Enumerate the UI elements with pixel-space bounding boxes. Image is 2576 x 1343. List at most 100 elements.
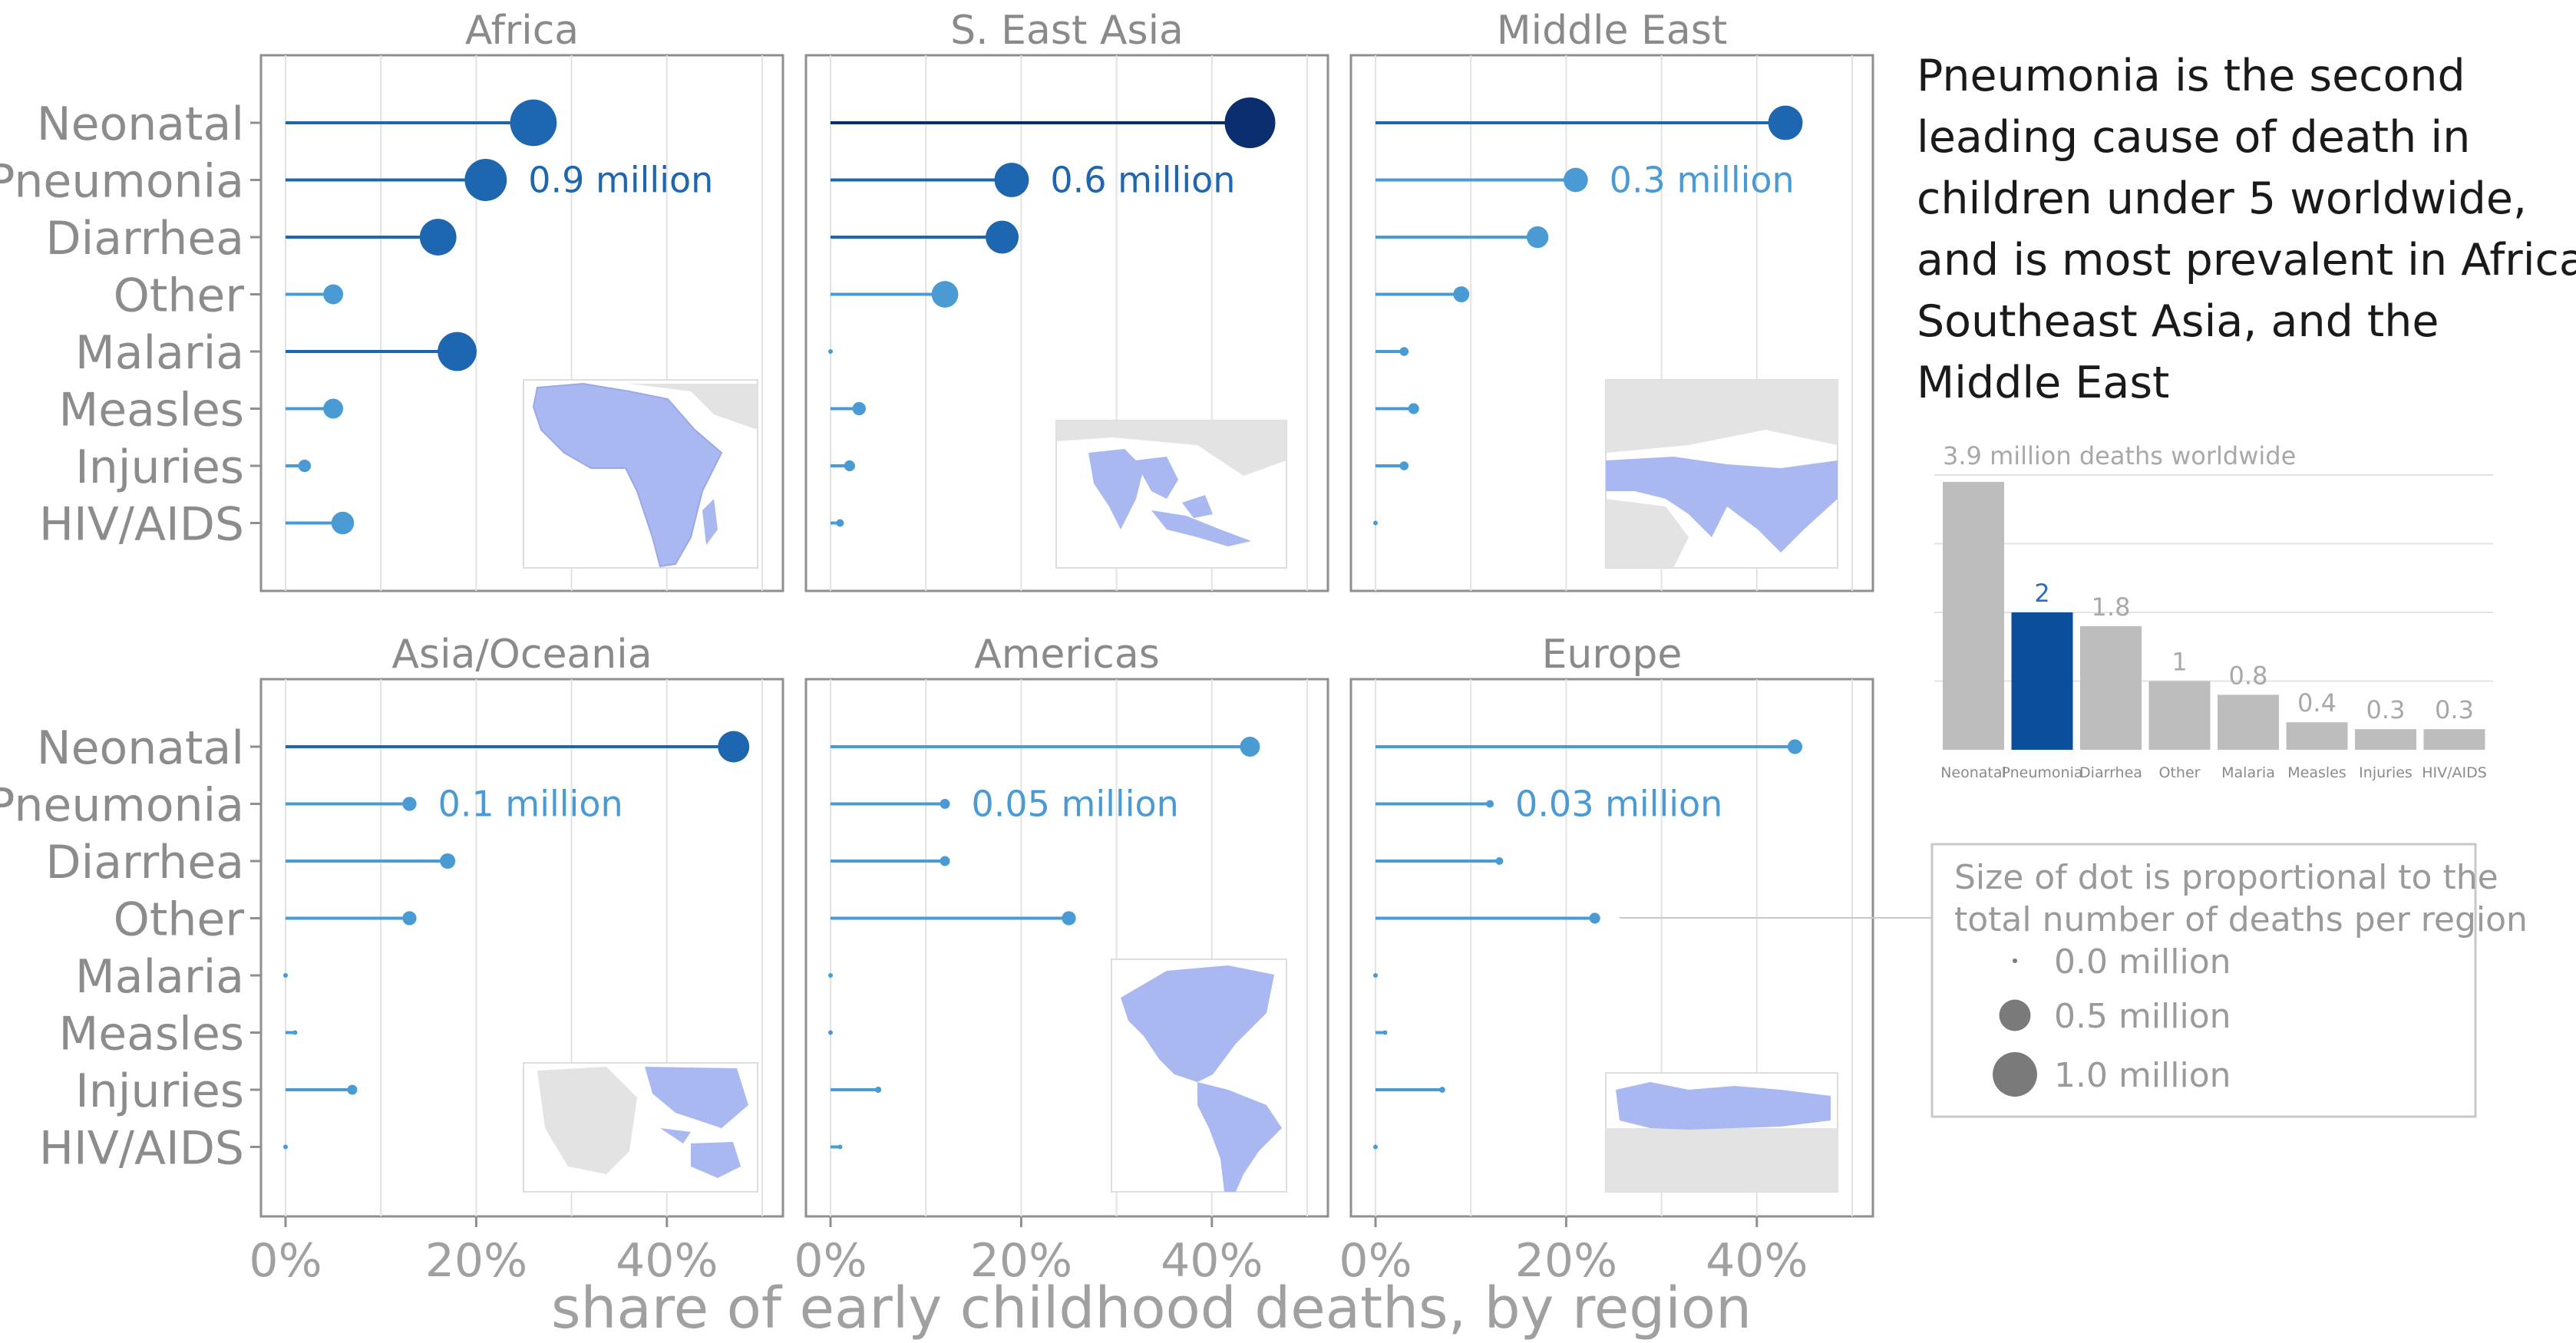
pneumonia-value-label: 0.1 million (438, 784, 623, 825)
map-americas-icon (1111, 959, 1287, 1193)
dot-size-legend: Size of dot is proportional to thetotal … (1620, 843, 2528, 1118)
bar-value-label: 0.3 (2435, 695, 2474, 724)
lollipop-dot (1408, 403, 1419, 414)
category-label: Measles (58, 384, 244, 437)
lollipop-dot (828, 349, 833, 354)
worldwide-bar-chart: 3.9 million deaths worldwide Neonatal 2 Pne… (1934, 441, 2493, 781)
bar-value-label: 1 (2171, 647, 2187, 676)
legend-dot (1993, 1052, 2037, 1097)
panel-title: Americas (974, 632, 1160, 678)
lollipop-dot (283, 973, 288, 978)
bar (2148, 681, 2211, 750)
category-label: Neonatal (37, 97, 244, 151)
bar-category-label: Injuries (2359, 764, 2413, 781)
x-tick-label: 40% (616, 1234, 718, 1288)
lollipop-dot (1495, 856, 1504, 866)
x-tick-label: 40% (1706, 1234, 1808, 1288)
x-tick-label: 40% (1161, 1234, 1263, 1288)
headline-line: children under 5 worldwide, (1917, 173, 2527, 224)
bar (2286, 722, 2348, 750)
lollipop-dot (875, 1086, 882, 1094)
pneumonia-value-label: 0.9 million (528, 160, 713, 201)
bar-category-label: Neonatal (1940, 764, 2006, 781)
bar-category-label: Measles (2287, 764, 2346, 781)
x-tick-label: 0% (1339, 1234, 1412, 1288)
panel-title: Europe (1542, 632, 1683, 678)
lollipop-dot (1240, 737, 1260, 757)
lollipop-dot (836, 519, 844, 527)
pneumonia-value-label: 0.3 million (1610, 160, 1795, 201)
lollipop-dot (931, 281, 959, 308)
lollipop-dot (298, 459, 312, 473)
bar-value-label: 1.8 (2092, 592, 2131, 622)
category-label: Diarrhea (45, 836, 244, 889)
lollipop-dot (323, 398, 344, 419)
category-label: Other (114, 269, 245, 323)
map-africa-icon (523, 379, 758, 569)
lollipop-dot (510, 99, 557, 147)
region-maps (523, 379, 1838, 1193)
legend-dot (1999, 999, 2031, 1031)
panel-title: Middle East (1497, 8, 1728, 54)
category-label: Injuries (75, 441, 244, 494)
lollipop-dot (1224, 97, 1276, 148)
lollipop-dot (419, 219, 457, 256)
lollipop-dot (852, 401, 866, 416)
category-label: Injuries (75, 1064, 244, 1118)
bar (2423, 729, 2485, 750)
bar-value-label: 0.4 (2297, 688, 2337, 718)
category-label: Malaria (75, 950, 244, 1004)
lollipop-dot (1382, 1030, 1388, 1035)
lollipop-dot (1486, 800, 1494, 808)
bar (2080, 625, 2142, 750)
lollipop-dot (718, 731, 750, 763)
x-tick-label: 0% (249, 1234, 322, 1288)
legend-dot (2013, 959, 2017, 963)
panel-americas: Americas 0.05 million 0% 20% 40% (794, 632, 1329, 1288)
lollipop-dot (402, 911, 417, 926)
bar-category-label: Diarrhea (2079, 764, 2142, 781)
panel-title: Asia/Oceania (391, 632, 652, 678)
lollipop-dot (1373, 973, 1378, 978)
lollipop-dot (1373, 1144, 1378, 1150)
bar (2218, 695, 2279, 750)
category-label: HIV/AIDS (39, 1122, 244, 1176)
legend-label: 1.0 million (2054, 1056, 2231, 1095)
lollipop-dot (1563, 167, 1588, 193)
legend-title-line: total number of deaths per region (1954, 900, 2528, 939)
category-label: Other (114, 893, 245, 947)
x-axis-title: share of early childhood deaths, by regi… (551, 1275, 1752, 1341)
category-label: HIV/AIDS (39, 498, 244, 552)
headline-line: and is most prevalent in Africa, (1917, 235, 2576, 285)
bar (2011, 612, 2073, 750)
map-asia-oceania-icon (523, 1062, 758, 1193)
lollipop-dot (347, 1084, 358, 1095)
lollipop-dot (283, 1144, 288, 1150)
panel-africa: Africa 0.9 million NeonatalPneumoniaDiarrh… (0, 8, 784, 592)
bar-category-label: Pneumonia (2002, 764, 2083, 781)
bar-value-label: 0.8 (2229, 661, 2268, 690)
lollipop-dot (986, 220, 1019, 254)
lollipop-dot (1399, 461, 1409, 470)
x-tick-label: 20% (970, 1234, 1072, 1288)
bar-category-label: HIV/AIDS (2422, 764, 2487, 781)
bar-chart-title: 3.9 million deaths worldwide (1943, 441, 2296, 470)
legend-label: 0.5 million (2054, 997, 2231, 1036)
lollipop-dot (837, 1144, 843, 1150)
lollipop-dot (994, 163, 1029, 197)
pneumonia-value-label: 0.03 million (1515, 784, 1722, 825)
bar-category-label: Other (2159, 764, 2201, 781)
category-label: Pneumonia (0, 155, 244, 209)
lollipop-dot (464, 159, 507, 201)
panel-title: Africa (465, 8, 579, 54)
category-label: Neonatal (37, 721, 244, 775)
lollipop-dot (828, 973, 833, 978)
category-label: Diarrhea (45, 212, 244, 266)
headline-line: Southeast Asia, and the (1917, 296, 2439, 347)
pneumonia-value-label: 0.6 million (1050, 160, 1235, 201)
lollipop-dot (323, 284, 344, 305)
headline-line: leading cause of death in (1917, 112, 2470, 163)
x-tick-label: 0% (794, 1234, 867, 1288)
category-label: Pneumonia (0, 779, 244, 833)
lollipop-dot (402, 797, 417, 811)
